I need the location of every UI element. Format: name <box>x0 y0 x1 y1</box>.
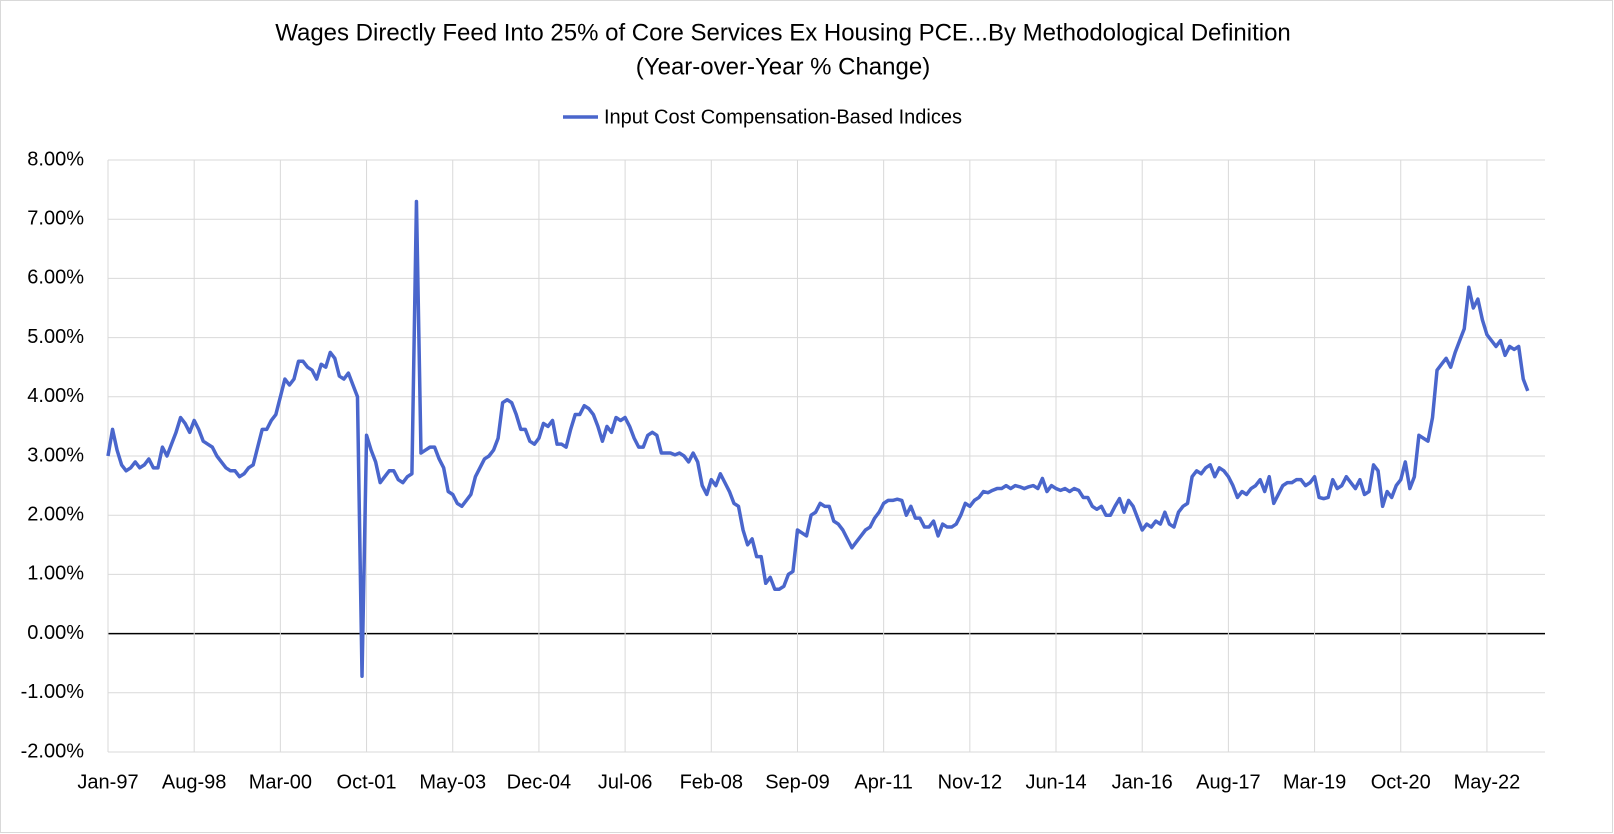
x-tick-label: Oct-01 <box>337 771 397 793</box>
x-tick-label: Aug-17 <box>1196 771 1261 793</box>
y-tick-label: 8.00% <box>27 148 84 170</box>
x-tick-label: May-03 <box>419 771 486 793</box>
y-tick-label: 5.00% <box>27 326 84 348</box>
x-tick-label: Feb-08 <box>680 771 743 793</box>
x-tick-label: Mar-19 <box>1283 771 1346 793</box>
y-tick-label: -1.00% <box>21 681 85 703</box>
x-tick-label: Apr-11 <box>854 771 913 793</box>
x-tick-label: Nov-12 <box>938 771 1002 793</box>
x-tick-label: Sep-09 <box>765 771 830 793</box>
y-tick-label: 2.00% <box>27 503 84 525</box>
chart-subtitle: (Year-over-Year % Change) <box>636 53 930 80</box>
y-tick-label: 3.00% <box>27 444 84 466</box>
legend-label: Input Cost Compensation-Based Indices <box>604 106 962 128</box>
x-tick-label: Aug-98 <box>162 771 227 793</box>
y-tick-label: 1.00% <box>27 563 84 585</box>
chart-title: Wages Directly Feed Into 25% of Core Ser… <box>275 19 1291 46</box>
x-tick-label: Jun-14 <box>1025 771 1086 793</box>
x-tick-label: Oct-20 <box>1371 771 1431 793</box>
y-tick-label: -2.00% <box>21 740 85 762</box>
y-tick-label: 4.00% <box>27 385 84 407</box>
x-tick-label: Jan-97 <box>77 771 138 793</box>
data-line <box>106 199 1530 678</box>
y-tick-label: 6.00% <box>27 267 84 289</box>
x-tick-label: Jan-16 <box>1112 771 1173 793</box>
x-tick-label: Jul-06 <box>598 771 652 793</box>
y-tick-label: 0.00% <box>27 622 84 644</box>
x-tick-label: May-22 <box>1454 771 1521 793</box>
x-tick-label: Mar-00 <box>249 771 312 793</box>
y-tick-label: 7.00% <box>27 207 84 229</box>
x-tick-label: Dec-04 <box>507 771 571 793</box>
